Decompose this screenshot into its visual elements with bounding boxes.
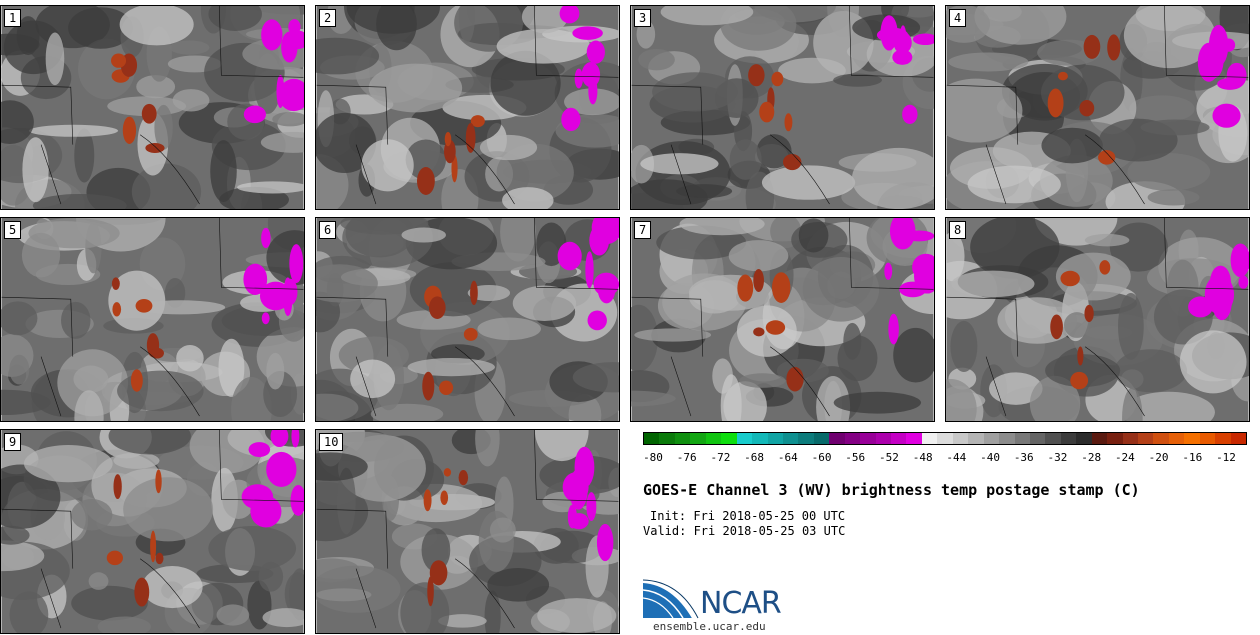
colorbar-swatch (952, 433, 969, 444)
stamp-panel-10: 10 (315, 429, 620, 634)
colorbar-swatch (674, 433, 691, 444)
colorbar-swatch (1199, 433, 1216, 444)
panel-number: 5 (4, 221, 22, 239)
wv-map (946, 218, 1249, 421)
colorbar-swatch (752, 433, 768, 444)
colorbar-swatch (937, 433, 953, 444)
colorbar-tick-label: -52 (879, 451, 899, 464)
colorbar-tick-label: -12 (1216, 451, 1236, 464)
colorbar-swatch (690, 433, 706, 444)
stamp-panel-6: 6 (315, 217, 620, 422)
colorbar-tick-label: -48 (912, 451, 933, 464)
website-url[interactable]: ensemble.ucar.edu (653, 620, 766, 633)
colorbar-tick-label: -76 (676, 451, 697, 464)
colorbar-swatch (1138, 433, 1154, 444)
colorbar-swatch (875, 433, 891, 444)
colorbar-tick-label: -24 (1114, 451, 1135, 464)
stamp-panel-5: 5 (0, 217, 305, 422)
stamp-panel-7: 7 (630, 217, 935, 422)
colorbar-tick-label: -36 (1013, 451, 1034, 464)
colorbar-swatch (860, 433, 876, 444)
wv-map (1, 218, 304, 421)
wv-map (316, 218, 619, 421)
colorbar-swatch (644, 433, 660, 444)
colorbar-swatch (921, 433, 938, 444)
colorbar-tick-label: -28 (1081, 451, 1102, 464)
stamp-panel-8: 8 (945, 217, 1250, 422)
colorbar-tick-label: -20 (1148, 451, 1169, 464)
colorbar-swatch (782, 433, 799, 444)
colorbar-swatch (1107, 433, 1123, 444)
wv-map (946, 6, 1249, 209)
colorbar-swatch (844, 433, 861, 444)
colorbar-tick-label: -60 (811, 451, 832, 464)
stamp-panel-4: 4 (945, 5, 1250, 210)
colorbar-swatch (1029, 433, 1046, 444)
wv-map (631, 6, 934, 209)
colorbar-swatch (1060, 433, 1077, 444)
ncar-logo-icon (643, 579, 699, 619)
colorbar-swatch (705, 433, 722, 444)
panel-number: 1 (4, 9, 22, 27)
colorbar-tick-label: -80 (643, 451, 663, 464)
ncar-logo-text: NCAR (700, 586, 782, 621)
panel-number: 4 (949, 9, 967, 27)
colorbar-swatch (829, 433, 845, 444)
colorbar-swatch (968, 433, 984, 444)
panel-number: 8 (949, 221, 967, 239)
colorbar-tick-label: -56 (845, 451, 866, 464)
colorbar-swatch (999, 433, 1015, 444)
panel-number: 9 (4, 433, 22, 451)
colorbar-swatch (1168, 433, 1185, 444)
colorbar-tick-label: -16 (1182, 451, 1203, 464)
colorbar-swatch (1153, 433, 1169, 444)
colorbar-swatch (813, 433, 830, 444)
colorbar-tick-label: -72 (710, 451, 731, 464)
panel-number: 10 (319, 433, 344, 451)
wv-map (631, 218, 934, 421)
colorbar-swatch (659, 433, 675, 444)
colorbar-swatch (1230, 433, 1247, 444)
panel-number: 6 (319, 221, 337, 239)
panel-number: 2 (319, 9, 337, 27)
figure-title: GOES-E Channel 3 (WV) brightness temp po… (643, 481, 1140, 499)
colorbar-swatch (798, 433, 814, 444)
wv-map (316, 6, 619, 209)
wv-map (316, 430, 619, 633)
colorbar-tick-label: -68 (744, 451, 765, 464)
colorbar-tick-label: -44 (946, 451, 967, 464)
stamp-panel-2: 2 (315, 5, 620, 210)
colorbar-swatch (1122, 433, 1138, 444)
valid-time: Valid: Fri 2018-05-25 03 UTC (643, 524, 846, 538)
wv-map (1, 6, 304, 209)
colorbar-ticks: -80 -76 -72 -68 -64 -60 -56 -52 -48 -44 -40 -36 -32-… (643, 451, 1247, 465)
stamp-panel-9: 9 (0, 429, 305, 634)
colorbar-swatch (1215, 433, 1231, 444)
colorbar-swatch (1076, 433, 1092, 444)
stamp-panel-1: 1 (0, 5, 305, 210)
colorbar (643, 432, 1247, 445)
colorbar-swatch (721, 433, 737, 444)
init-time: Init: Fri 2018-05-25 00 UTC (650, 509, 846, 523)
colorbar-tick-label: -32 (1047, 451, 1068, 464)
wv-map (1, 430, 304, 633)
colorbar-swatch (1184, 433, 1200, 444)
stamp-panel-3: 3 (630, 5, 935, 210)
colorbar-swatch (1045, 433, 1061, 444)
panel-number: 3 (634, 9, 652, 27)
colorbar-tick-label: -40 (980, 451, 1000, 464)
colorbar-swatch (736, 433, 753, 444)
colorbar-swatch (983, 433, 1000, 444)
colorbar-swatch (767, 433, 783, 444)
colorbar-tick-label: -64 (777, 451, 798, 464)
colorbar-swatch (1014, 433, 1030, 444)
colorbar-swatch (1091, 433, 1108, 444)
colorbar-swatch (891, 433, 907, 444)
colorbar-swatch (906, 433, 922, 444)
panel-number: 7 (634, 221, 652, 239)
